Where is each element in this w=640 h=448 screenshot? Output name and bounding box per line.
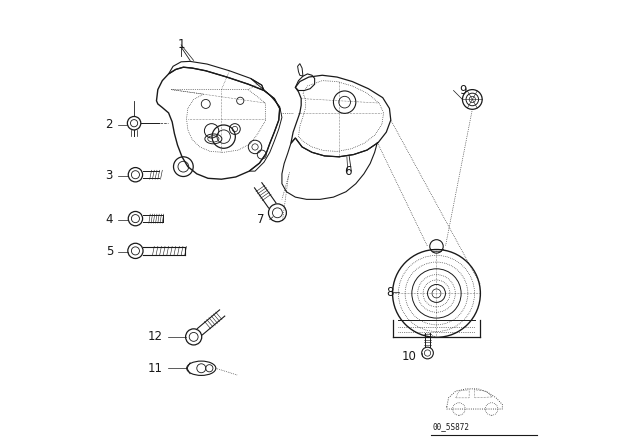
Text: 7: 7 bbox=[257, 213, 264, 226]
Text: 11: 11 bbox=[147, 362, 163, 375]
Text: 12: 12 bbox=[147, 330, 163, 344]
Text: 4: 4 bbox=[106, 213, 113, 226]
Text: 8: 8 bbox=[387, 285, 394, 299]
Text: 10: 10 bbox=[401, 349, 416, 363]
Text: 6: 6 bbox=[344, 164, 351, 178]
Text: 3: 3 bbox=[106, 169, 113, 182]
Text: 00_5S872: 00_5S872 bbox=[433, 422, 470, 431]
Text: 9: 9 bbox=[459, 84, 467, 97]
Text: 5: 5 bbox=[106, 245, 113, 258]
Text: 2: 2 bbox=[106, 118, 113, 131]
Text: 1: 1 bbox=[177, 38, 185, 52]
